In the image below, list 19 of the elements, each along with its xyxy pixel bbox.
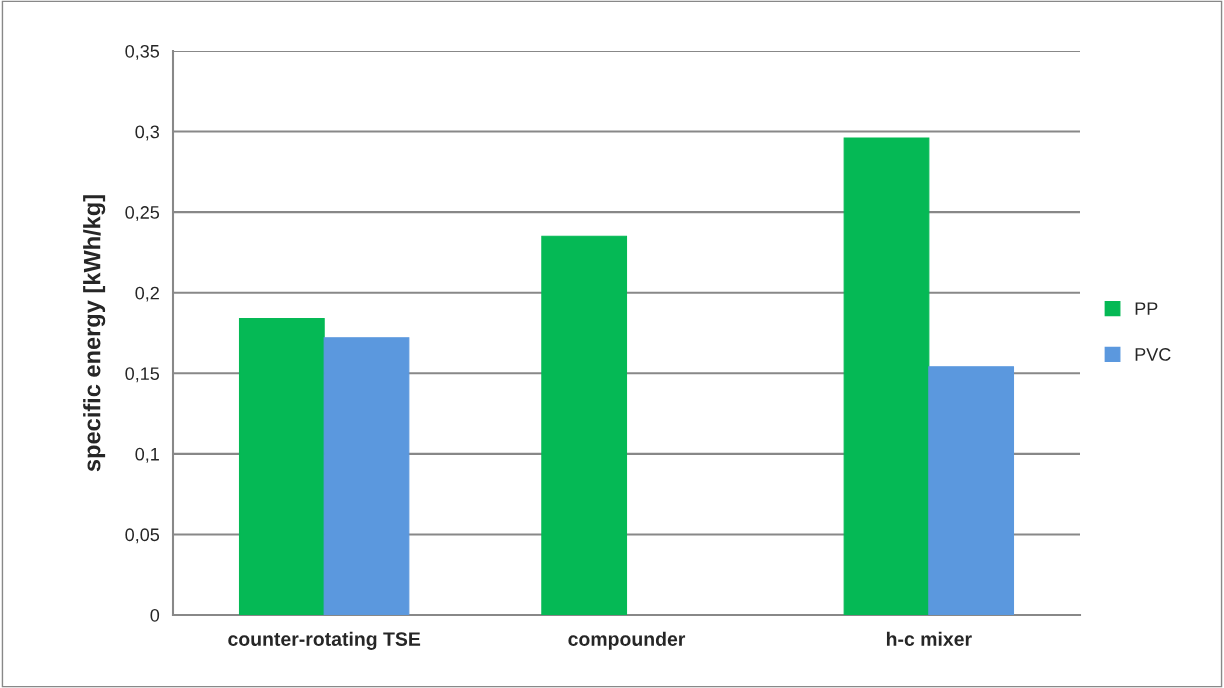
- bar: [238, 317, 325, 615]
- bar: [541, 235, 628, 615]
- y-tick-label: 0,05: [125, 528, 160, 544]
- y-tick-label: 0,15: [125, 367, 160, 383]
- y-tick-label: 0,2: [135, 286, 159, 302]
- y-tick-label: 0,1: [135, 447, 159, 463]
- bar: [928, 366, 1015, 615]
- y-tick-label: 0,35: [125, 44, 160, 60]
- bar: [323, 337, 410, 615]
- y-axis-title: specific energy [kWh/kg]: [83, 195, 106, 472]
- x-tick-label: counter-rotating TSE: [228, 631, 421, 650]
- x-tick-label: h-c mixer: [886, 631, 972, 646]
- legend-label: PVC: [1135, 348, 1171, 361]
- bar: [843, 137, 930, 615]
- legend-label: PP: [1135, 302, 1158, 315]
- y-tick-label: 0,25: [125, 206, 160, 221]
- x-tick-label: compounder: [568, 631, 686, 650]
- y-tick-label: 0: [150, 608, 160, 622]
- y-tick-label: 0,3: [135, 125, 160, 141]
